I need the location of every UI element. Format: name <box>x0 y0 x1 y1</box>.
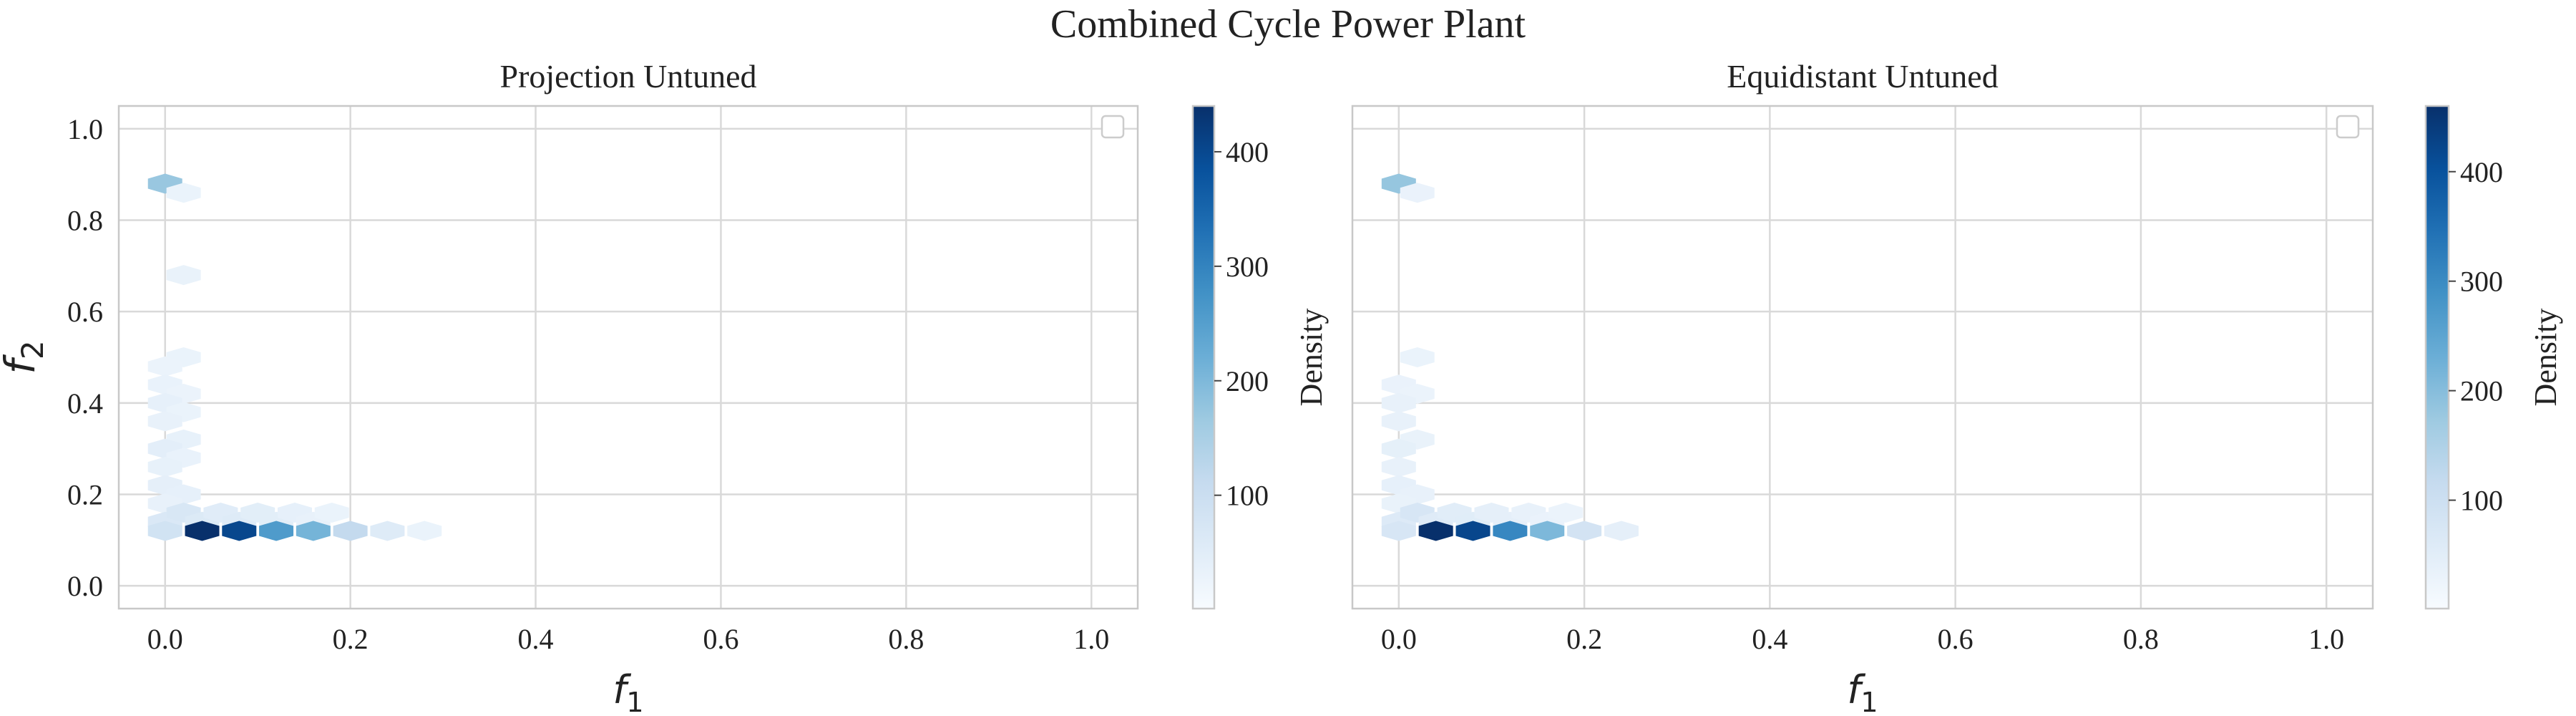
colorbar-label: Density <box>2528 309 2563 407</box>
subplot-title: Equidistant Untuned <box>1727 58 1998 95</box>
x-tick-label: 0.6 <box>1938 623 1974 655</box>
y-tick-label: 0.2 <box>67 478 103 511</box>
colorbar-tick-label: 300 <box>2460 266 2503 298</box>
legend-box <box>2336 115 2360 139</box>
hexbin-cell <box>1530 521 1565 541</box>
x-axis-label-sub: 1 <box>1860 687 1878 716</box>
hexbin-cell <box>1604 521 1639 541</box>
x-tick-label: 0.2 <box>333 623 369 655</box>
hexbin-cell <box>1381 392 1416 413</box>
legend-box <box>1101 115 1125 139</box>
x-tick-label: 0.4 <box>1752 623 1787 655</box>
hexbin-cell <box>370 521 405 541</box>
hexbin-cell <box>147 457 182 478</box>
colorbar-tick-label: 400 <box>1226 136 1269 168</box>
hexbin-cell <box>222 521 257 541</box>
hexbin-cell <box>1418 521 1453 541</box>
x-axis-label: f1 <box>1847 667 1878 716</box>
x-tick-label: 0.0 <box>1381 623 1417 655</box>
hexbin-cell <box>1493 521 1528 541</box>
axes-frame <box>1351 105 2374 610</box>
hexbin-cell <box>407 521 442 541</box>
hexbin-cell <box>1381 457 1416 478</box>
colorbar <box>2424 105 2450 610</box>
colorbar <box>1191 105 1216 610</box>
hexbin-cell <box>166 183 201 203</box>
hexbin-cell <box>1381 438 1416 459</box>
hexbin-cell <box>1400 347 1435 367</box>
hexbin-cell <box>147 521 182 541</box>
hexbin-cell <box>1548 502 1584 523</box>
x-tick-label: 0.8 <box>2123 623 2159 655</box>
panel-projection-untuned: Projection Untuned 0.0 0.2 0.4 0.6 0.8 1.0 0.0 0… <box>0 58 1329 716</box>
x-axis-label: f1 <box>613 667 643 716</box>
subplot-title: Projection Untuned <box>500 58 757 95</box>
hexbin-cell <box>259 521 294 541</box>
colorbar-tick-label: 400 <box>2460 156 2503 188</box>
hexbin-cell <box>1455 521 1491 541</box>
colorbar-tick-label: 200 <box>2460 375 2503 407</box>
hexbin-cell <box>1381 521 1416 541</box>
x-tick-label: 0.6 <box>703 623 738 655</box>
y-tick-label: 0.6 <box>67 296 103 328</box>
x-tick-label: 0.0 <box>147 623 183 655</box>
x-tick-label: 0.2 <box>1566 623 1602 655</box>
colorbar-tick-label: 100 <box>1226 480 1269 512</box>
hexbin-cell <box>1381 411 1416 432</box>
y-axis-label-sub: 2 <box>15 340 50 359</box>
hexbin-cell <box>296 521 331 541</box>
colorbar-tick-label: 100 <box>2460 485 2503 517</box>
hexbin-cell <box>147 356 182 377</box>
hexbin-cell <box>185 521 220 541</box>
hexbin-cell <box>1400 183 1435 203</box>
x-axis-label-sub: 1 <box>626 687 643 716</box>
hexbin-cell <box>147 411 182 432</box>
y-tick-label: 0.0 <box>67 570 103 602</box>
x-tick-label: 1.0 <box>1073 623 1109 655</box>
y-tick-label: 0.8 <box>67 205 103 237</box>
y-tick-label: 1.0 <box>67 113 103 145</box>
hexbin-cell <box>1567 521 1602 541</box>
figure-title: Combined Cycle Power Plant <box>1050 2 1526 47</box>
colorbar-label: Density <box>1294 309 1329 407</box>
hexbin-cell <box>333 521 368 541</box>
axes-frame <box>117 105 1139 610</box>
hexbin-cell <box>314 502 349 523</box>
x-tick-label: 0.4 <box>518 623 554 655</box>
hexbin-cell <box>166 265 201 286</box>
y-tick-label: 0.4 <box>67 387 103 420</box>
colorbar-tick-label: 200 <box>1226 365 1269 397</box>
x-tick-label: 0.8 <box>888 623 924 655</box>
colorbar-tick-label: 300 <box>1226 251 1269 283</box>
y-axis-label: f2 <box>0 340 50 374</box>
x-tick-label: 1.0 <box>2308 623 2344 655</box>
